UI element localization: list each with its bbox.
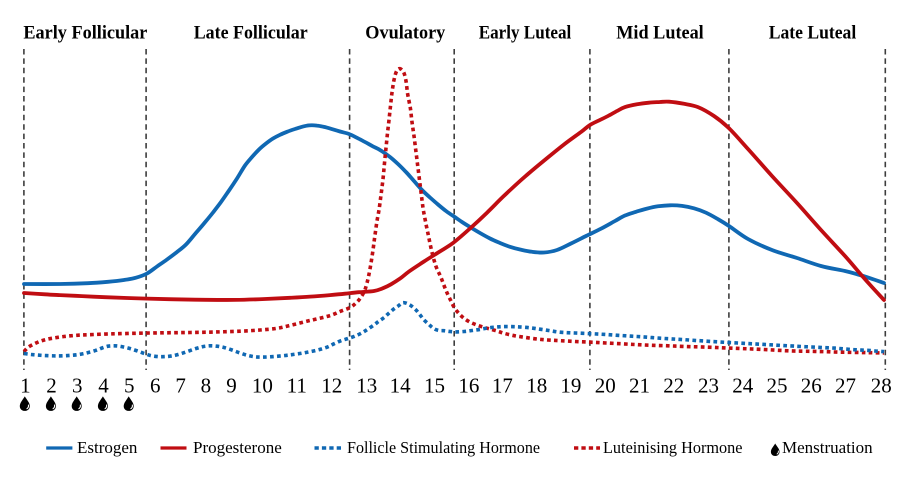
svg-text:Early Follicular: Early Follicular (23, 23, 148, 44)
svg-text:Late Luteal: Late Luteal (769, 23, 857, 44)
svg-text:18: 18 (526, 374, 547, 398)
svg-text:Follicle Stimulating Hormone: Follicle Stimulating Hormone (347, 438, 540, 457)
svg-text:14: 14 (390, 374, 412, 398)
svg-text:27: 27 (835, 374, 856, 398)
svg-text:Ovulatory: Ovulatory (365, 23, 445, 44)
svg-text:9: 9 (226, 374, 237, 398)
svg-text:Menstruation: Menstruation (782, 438, 873, 457)
svg-text:3: 3 (72, 374, 83, 398)
svg-text:20: 20 (595, 374, 616, 398)
svg-text:16: 16 (458, 374, 479, 398)
svg-text:12: 12 (321, 374, 342, 398)
svg-text:Estrogen: Estrogen (77, 438, 138, 457)
svg-text:21: 21 (629, 374, 650, 398)
svg-text:4: 4 (98, 374, 109, 398)
svg-text:15: 15 (424, 374, 445, 398)
svg-text:24: 24 (732, 374, 754, 398)
svg-text:19: 19 (560, 374, 581, 398)
svg-text:17: 17 (492, 374, 513, 398)
svg-text:28: 28 (871, 374, 892, 398)
svg-text:Mid Luteal: Mid Luteal (616, 23, 704, 44)
svg-text:1: 1 (20, 374, 31, 398)
svg-text:25: 25 (767, 374, 788, 398)
svg-text:22: 22 (663, 374, 684, 398)
svg-text:11: 11 (287, 374, 307, 398)
svg-text:13: 13 (356, 374, 377, 398)
svg-text:Early Luteal: Early Luteal (479, 23, 572, 44)
svg-text:23: 23 (698, 374, 719, 398)
svg-text:5: 5 (124, 374, 135, 398)
svg-text:7: 7 (175, 374, 186, 398)
svg-text:Luteinising Hormone: Luteinising Hormone (603, 438, 743, 457)
svg-text:8: 8 (201, 374, 212, 398)
svg-text:26: 26 (801, 374, 822, 398)
svg-text:Progesterone: Progesterone (193, 438, 282, 457)
svg-text:Late Follicular: Late Follicular (194, 23, 309, 44)
svg-text:6: 6 (150, 374, 161, 398)
svg-text:10: 10 (252, 374, 273, 398)
svg-text:2: 2 (46, 374, 57, 398)
